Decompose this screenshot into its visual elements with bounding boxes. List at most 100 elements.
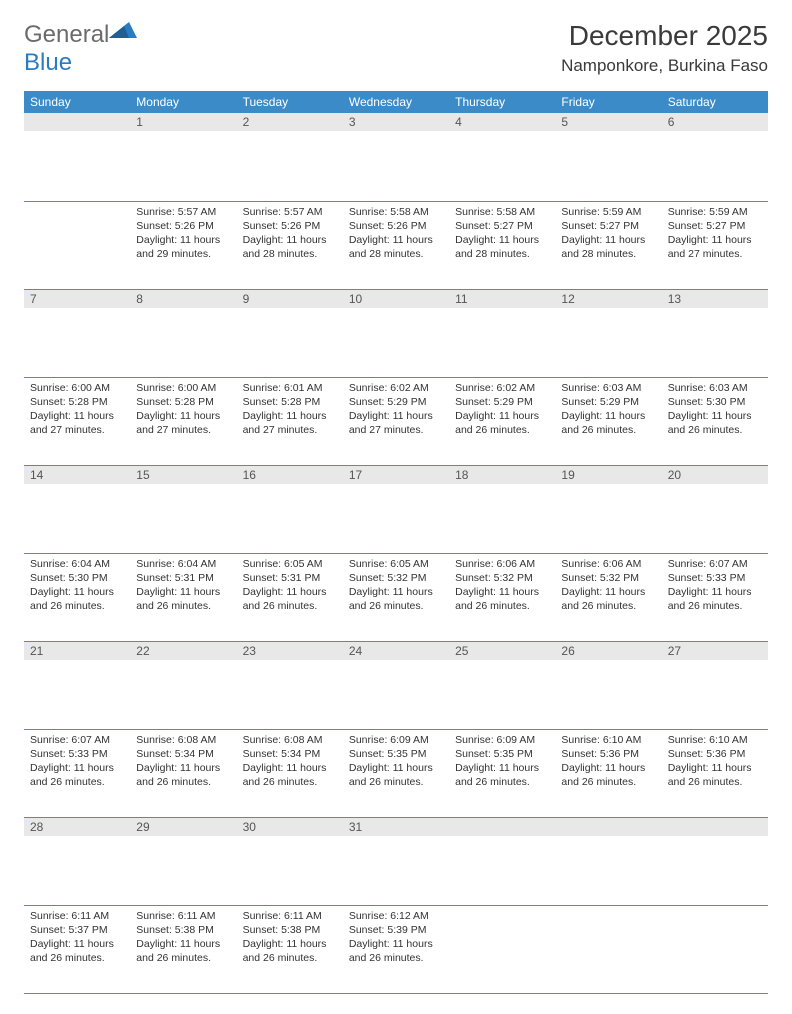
day-number-cell: 4 [449, 113, 555, 201]
daylight-text: Daylight: 11 hours and 28 minutes. [561, 233, 655, 261]
daylight-text: Daylight: 11 hours and 26 minutes. [30, 937, 124, 965]
sunset-text: Sunset: 5:29 PM [561, 395, 655, 409]
sunset-text: Sunset: 5:29 PM [455, 395, 549, 409]
day-content-cell: Sunrise: 6:09 AMSunset: 5:35 PMDaylight:… [343, 729, 449, 817]
sunrise-text: Sunrise: 6:02 AM [349, 381, 443, 395]
day-number: 14 [24, 466, 130, 484]
day-number-cell: 2 [237, 113, 343, 201]
day-content: Sunrise: 6:07 AMSunset: 5:33 PMDaylight:… [662, 554, 768, 620]
day-number-cell: 3 [343, 113, 449, 201]
logo-part2: Blue [24, 49, 72, 76]
sunrise-text: Sunrise: 6:07 AM [668, 557, 762, 571]
sunrise-text: Sunrise: 6:00 AM [30, 381, 124, 395]
sunrise-text: Sunrise: 6:08 AM [243, 733, 337, 747]
day-content-cell: Sunrise: 6:04 AMSunset: 5:30 PMDaylight:… [24, 553, 130, 641]
sunset-text: Sunset: 5:27 PM [561, 219, 655, 233]
weekday-header: Friday [555, 91, 661, 113]
daylight-text: Daylight: 11 hours and 26 minutes. [30, 761, 124, 789]
day-number: 6 [662, 113, 768, 131]
day-content-cell: Sunrise: 5:59 AMSunset: 5:27 PMDaylight:… [662, 201, 768, 289]
weekday-header: Saturday [662, 91, 768, 113]
calendar-body: 123456Sunrise: 5:57 AMSunset: 5:26 PMDay… [24, 113, 768, 993]
day-number: 25 [449, 642, 555, 660]
daylight-text: Daylight: 11 hours and 26 minutes. [136, 761, 230, 789]
day-content: Sunrise: 6:04 AMSunset: 5:31 PMDaylight:… [130, 554, 236, 620]
day-number: 8 [130, 290, 236, 308]
day-number-cell: 20 [662, 465, 768, 553]
day-number: 17 [343, 466, 449, 484]
day-content-cell: Sunrise: 5:57 AMSunset: 5:26 PMDaylight:… [130, 201, 236, 289]
daylight-text: Daylight: 11 hours and 29 minutes. [136, 233, 230, 261]
title-block: December 2025 Namponkore, Burkina Faso [561, 20, 768, 76]
day-number-cell: 10 [343, 289, 449, 377]
calendar-head: Sunday Monday Tuesday Wednesday Thursday… [24, 91, 768, 113]
day-number: 7 [24, 290, 130, 308]
day-number-cell: 11 [449, 289, 555, 377]
daylight-text: Daylight: 11 hours and 26 minutes. [136, 937, 230, 965]
day-content-cell: Sunrise: 6:11 AMSunset: 5:38 PMDaylight:… [130, 905, 236, 993]
weekday-header: Thursday [449, 91, 555, 113]
day-content-cell: Sunrise: 6:00 AMSunset: 5:28 PMDaylight:… [130, 377, 236, 465]
sunrise-text: Sunrise: 5:59 AM [668, 205, 762, 219]
calendar-page: GeneralBlue December 2025 Namponkore, Bu… [0, 0, 792, 1014]
day-number: 10 [343, 290, 449, 308]
day-number-cell: 6 [662, 113, 768, 201]
daylight-text: Daylight: 11 hours and 26 minutes. [243, 761, 337, 789]
day-number: 1 [130, 113, 236, 131]
sunset-text: Sunset: 5:34 PM [136, 747, 230, 761]
sunrise-text: Sunrise: 6:05 AM [243, 557, 337, 571]
sunrise-text: Sunrise: 5:57 AM [136, 205, 230, 219]
day-content-cell: Sunrise: 6:07 AMSunset: 5:33 PMDaylight:… [24, 729, 130, 817]
day-number: 4 [449, 113, 555, 131]
day-content: Sunrise: 6:04 AMSunset: 5:30 PMDaylight:… [24, 554, 130, 620]
day-number-cell: 29 [130, 817, 236, 905]
sunset-text: Sunset: 5:32 PM [349, 571, 443, 585]
sunset-text: Sunset: 5:26 PM [243, 219, 337, 233]
day-content-cell: Sunrise: 6:03 AMSunset: 5:30 PMDaylight:… [662, 377, 768, 465]
day-content: Sunrise: 6:06 AMSunset: 5:32 PMDaylight:… [449, 554, 555, 620]
sunrise-text: Sunrise: 6:01 AM [243, 381, 337, 395]
daylight-text: Daylight: 11 hours and 27 minutes. [30, 409, 124, 437]
sunrise-text: Sunrise: 6:11 AM [243, 909, 337, 923]
sunrise-text: Sunrise: 6:08 AM [136, 733, 230, 747]
sunset-text: Sunset: 5:32 PM [561, 571, 655, 585]
sunrise-text: Sunrise: 6:06 AM [561, 557, 655, 571]
day-number: 28 [24, 818, 130, 836]
day-content-cell: Sunrise: 6:00 AMSunset: 5:28 PMDaylight:… [24, 377, 130, 465]
day-content-cell: Sunrise: 6:05 AMSunset: 5:32 PMDaylight:… [343, 553, 449, 641]
location: Namponkore, Burkina Faso [561, 56, 768, 76]
day-number: 26 [555, 642, 661, 660]
daylight-text: Daylight: 11 hours and 26 minutes. [455, 761, 549, 789]
day-content: Sunrise: 6:03 AMSunset: 5:29 PMDaylight:… [555, 378, 661, 444]
sunrise-text: Sunrise: 6:10 AM [668, 733, 762, 747]
sunset-text: Sunset: 5:27 PM [668, 219, 762, 233]
logo: GeneralBlue [24, 20, 137, 77]
day-number-cell: 27 [662, 641, 768, 729]
daylight-text: Daylight: 11 hours and 26 minutes. [561, 409, 655, 437]
day-content-cell: Sunrise: 6:12 AMSunset: 5:39 PMDaylight:… [343, 905, 449, 993]
day-content: Sunrise: 6:10 AMSunset: 5:36 PMDaylight:… [555, 730, 661, 796]
day-number: 12 [555, 290, 661, 308]
day-content: Sunrise: 6:02 AMSunset: 5:29 PMDaylight:… [343, 378, 449, 444]
sunrise-text: Sunrise: 6:02 AM [455, 381, 549, 395]
daylight-text: Daylight: 11 hours and 28 minutes. [243, 233, 337, 261]
sunrise-text: Sunrise: 6:11 AM [136, 909, 230, 923]
sunrise-text: Sunrise: 6:06 AM [455, 557, 549, 571]
sunset-text: Sunset: 5:39 PM [349, 923, 443, 937]
sunrise-text: Sunrise: 6:00 AM [136, 381, 230, 395]
day-number: 23 [237, 642, 343, 660]
day-content: Sunrise: 6:05 AMSunset: 5:31 PMDaylight:… [237, 554, 343, 620]
day-content: Sunrise: 6:12 AMSunset: 5:39 PMDaylight:… [343, 906, 449, 972]
day-content [24, 202, 130, 211]
day-content-cell: Sunrise: 6:03 AMSunset: 5:29 PMDaylight:… [555, 377, 661, 465]
day-content: Sunrise: 5:58 AMSunset: 5:27 PMDaylight:… [449, 202, 555, 268]
day-content-cell: Sunrise: 6:04 AMSunset: 5:31 PMDaylight:… [130, 553, 236, 641]
day-number-cell: 28 [24, 817, 130, 905]
sunset-text: Sunset: 5:28 PM [243, 395, 337, 409]
day-number: 27 [662, 642, 768, 660]
day-content: Sunrise: 5:59 AMSunset: 5:27 PMDaylight:… [555, 202, 661, 268]
month-title: December 2025 [561, 20, 768, 52]
day-content: Sunrise: 6:09 AMSunset: 5:35 PMDaylight:… [449, 730, 555, 796]
day-number-cell: 23 [237, 641, 343, 729]
sunrise-text: Sunrise: 6:09 AM [349, 733, 443, 747]
